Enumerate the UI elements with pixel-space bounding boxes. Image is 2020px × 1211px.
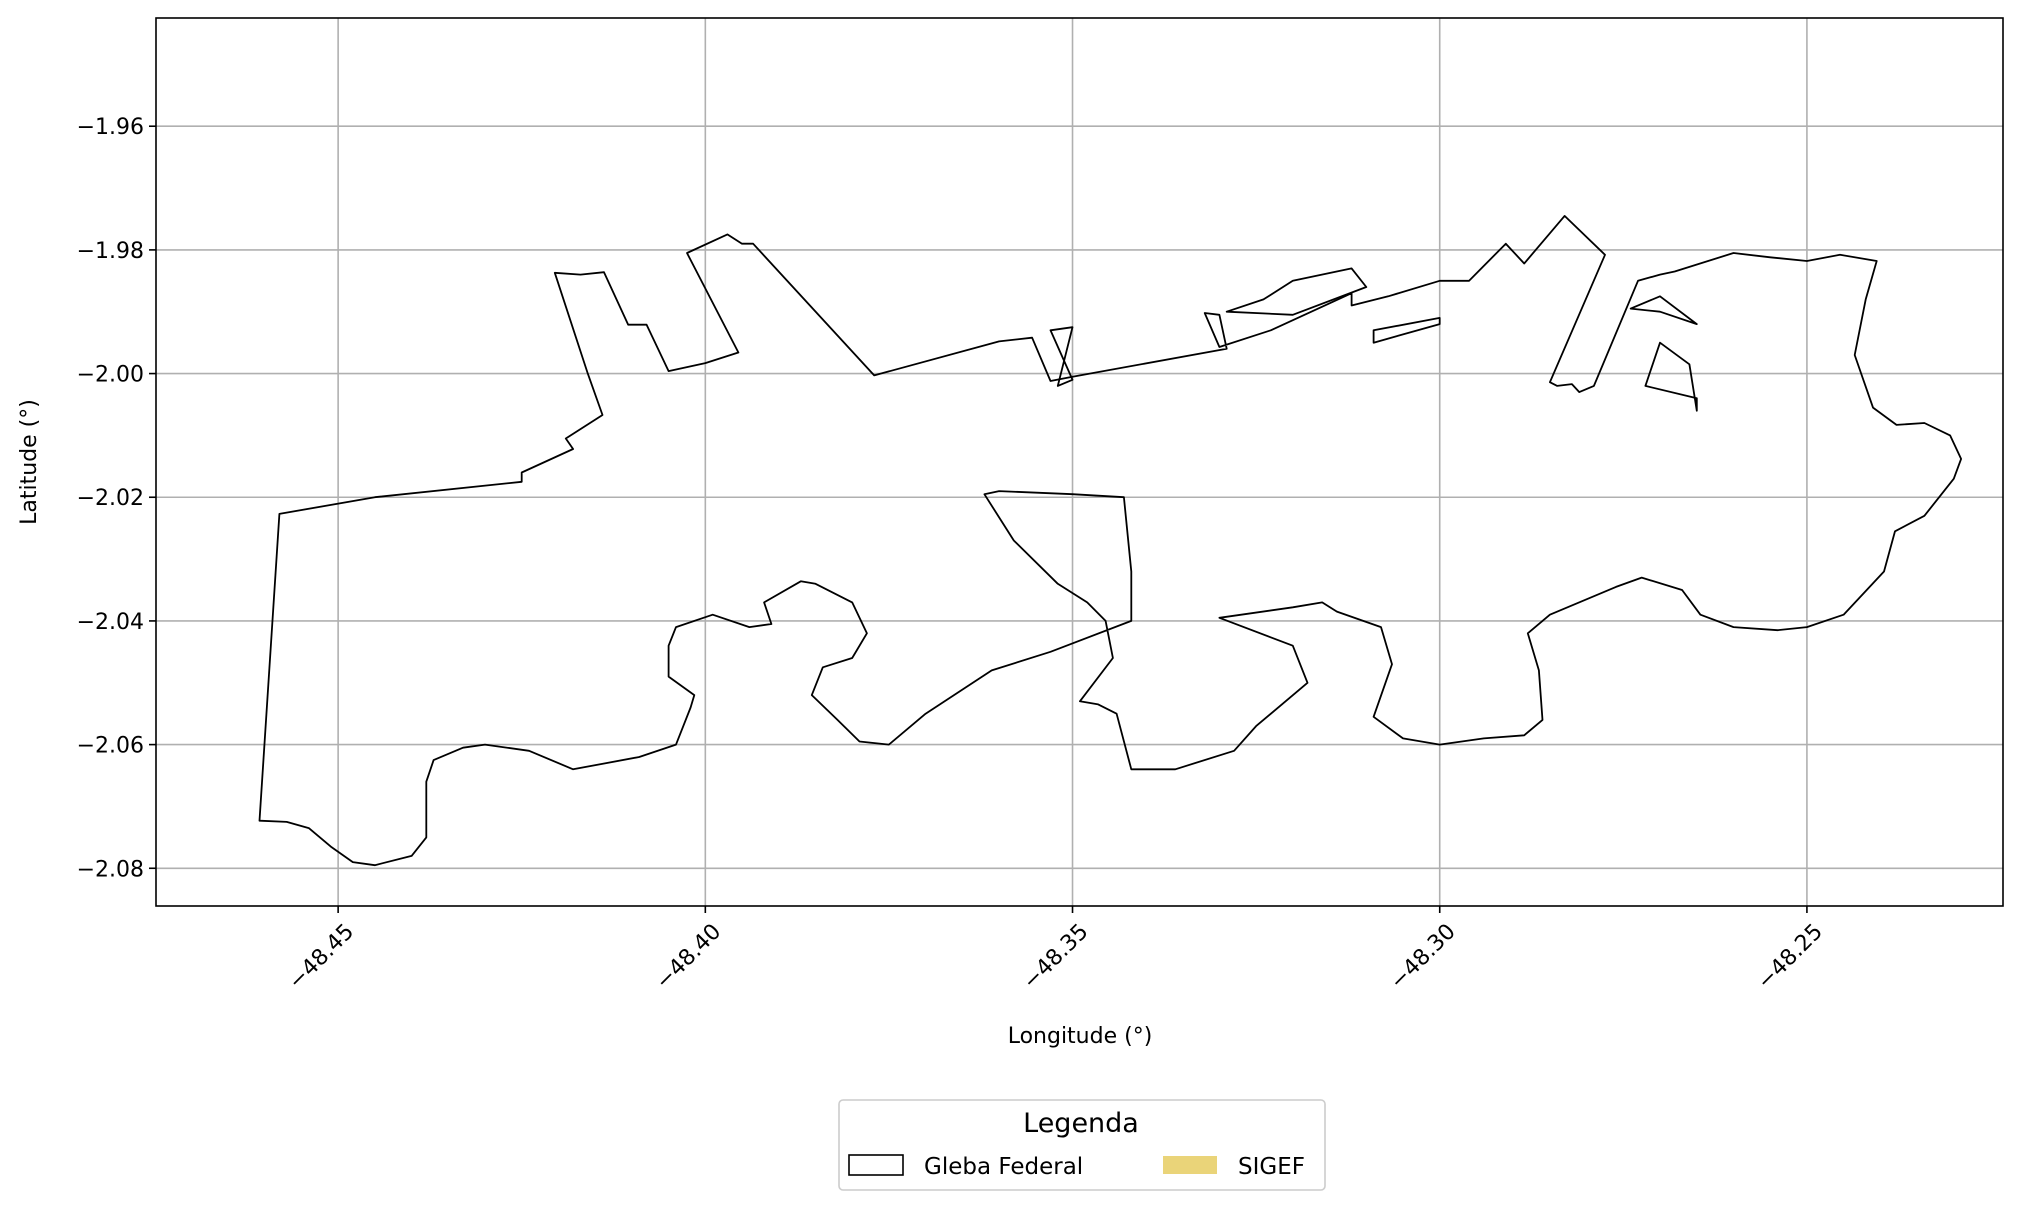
- legend-label-sigef: SIGEF: [1238, 1154, 1305, 1180]
- y-tick-label: −2.04: [77, 610, 144, 635]
- y-tick-label: −2.08: [77, 857, 144, 882]
- legend-swatch-sigef: [1163, 1156, 1217, 1174]
- y-tick-label: −1.96: [77, 115, 144, 140]
- legend-label-gleba-federal: Gleba Federal: [924, 1154, 1083, 1180]
- y-tick-label: −2.06: [77, 734, 144, 759]
- legend: Legenda Gleba Federal SIGEF: [839, 1100, 1325, 1190]
- legend-title: Legenda: [1023, 1108, 1139, 1139]
- y-axis-label: Latitude (°): [17, 399, 42, 525]
- x-axis-label: Longitude (°): [1008, 1024, 1153, 1049]
- y-tick-label: −2.02: [77, 486, 144, 511]
- y-tick-label: −1.98: [77, 239, 144, 264]
- y-tick-label: −2.00: [77, 363, 144, 388]
